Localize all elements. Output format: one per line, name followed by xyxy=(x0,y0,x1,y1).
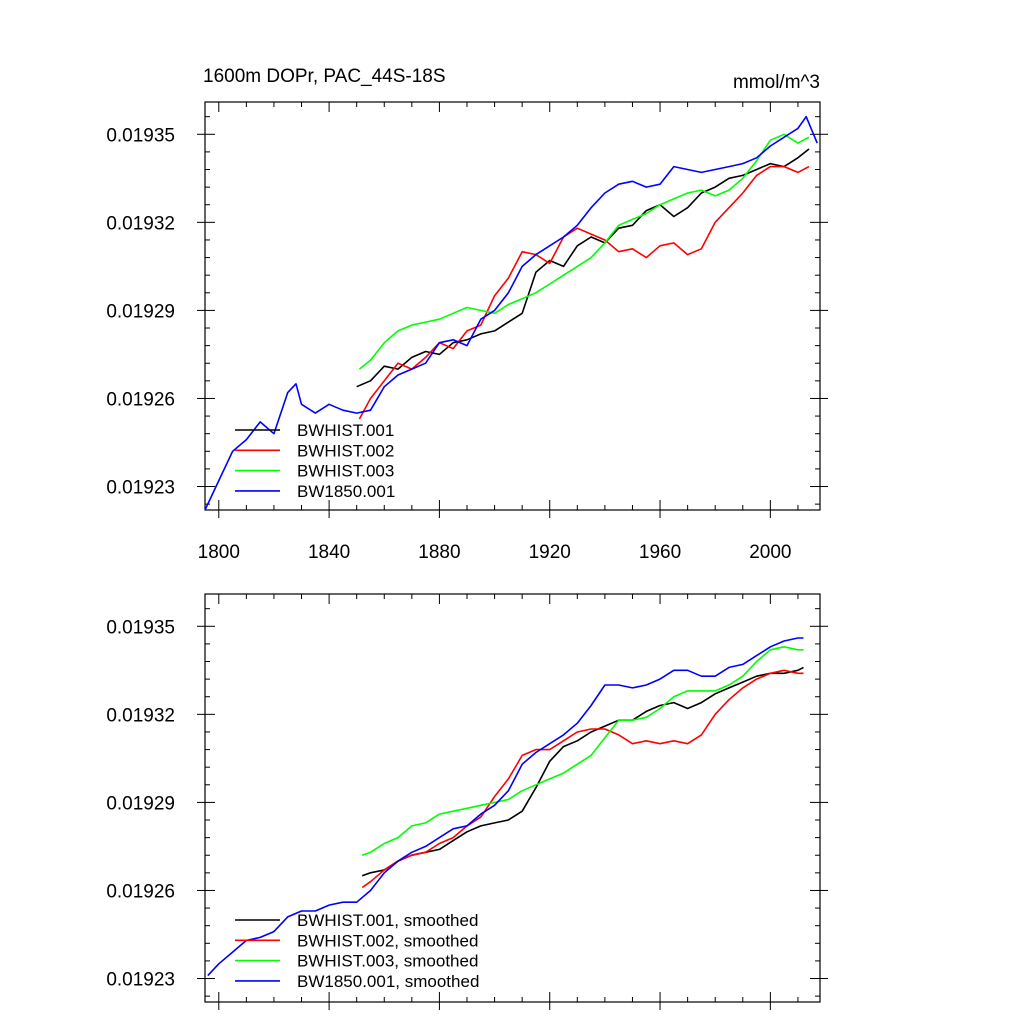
top-chart-units: mmol/m^3 xyxy=(733,72,820,93)
y-tick-label: 0.01929 xyxy=(106,793,175,814)
top-axes: 1800 1840 1880 1920 1960 2000 0.01923 0.01926 0.… xyxy=(106,102,828,563)
top-panel: 1600m DOPr, PAC_44S-18S mmol/m^3 1800 184… xyxy=(106,66,828,563)
top-series-lines xyxy=(204,115,818,511)
x-tick-label: 1880 xyxy=(418,542,460,563)
bottom-axes: 0.01923 0.01926 0.01929 0.01932 0.01935 xyxy=(106,594,828,1010)
top-chart-title: 1600m DOPr, PAC_44S-18S xyxy=(203,66,446,87)
series-line-bwhist-003 xyxy=(358,133,810,370)
y-tick-label: 0.01935 xyxy=(106,125,175,146)
series-line-bw1850-001-smoothed xyxy=(207,637,804,977)
legend-label: BWHIST.002 xyxy=(297,441,394,460)
series-line-bwhist-003-smoothed xyxy=(361,645,804,856)
y-tick-label: 0.01935 xyxy=(106,617,175,638)
series-line-bwhist-001-smoothed xyxy=(361,666,804,877)
bottom-plot-frame xyxy=(204,593,821,1003)
top-plot-frame xyxy=(204,101,821,511)
y-tick-label: 0.01923 xyxy=(106,478,175,499)
x-tick-label: 1960 xyxy=(639,542,681,563)
bottom-series-lines xyxy=(207,637,804,977)
y-tick-label: 0.01926 xyxy=(106,881,175,902)
y-tick-label: 0.01923 xyxy=(106,970,175,991)
series-line-bwhist-001 xyxy=(356,148,810,388)
y-tick-label: 0.01932 xyxy=(106,705,175,726)
x-tick-label: 1920 xyxy=(529,542,571,563)
y-tick-label: 0.01926 xyxy=(106,389,175,410)
legend-label: BW1850.001 xyxy=(297,482,395,501)
legend-label: BWHIST.003, smoothed xyxy=(297,952,478,971)
y-tick-label: 0.01929 xyxy=(106,301,175,322)
legend-label: BWHIST.003 xyxy=(297,462,394,481)
series-line-bw1850-001 xyxy=(204,115,818,511)
legend-label: BWHIST.002, smoothed xyxy=(297,931,478,950)
x-tick-label: 1840 xyxy=(308,542,350,563)
series-line-bwhist-002 xyxy=(358,165,810,420)
bottom-panel: 0.01923 0.01926 0.01929 0.01932 0.01935 BWHI… xyxy=(106,593,828,1010)
x-tick-label: 1800 xyxy=(198,542,240,563)
legend-label: BWHIST.001 xyxy=(297,421,394,440)
legend-label: BWHIST.001, smoothed xyxy=(297,911,478,930)
x-tick-label: 2000 xyxy=(749,542,791,563)
legend-label: BW1850.001, smoothed xyxy=(297,972,479,991)
y-tick-label: 0.01932 xyxy=(106,213,175,234)
series-line-bwhist-002-smoothed xyxy=(361,669,804,889)
